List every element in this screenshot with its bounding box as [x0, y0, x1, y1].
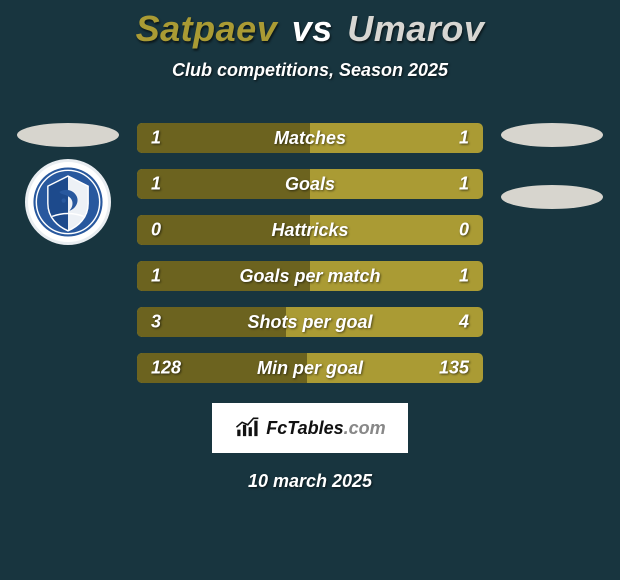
- bar-value-right: 4: [459, 312, 469, 333]
- stat-bar: 1Goals per match1: [137, 261, 483, 291]
- left-column: [17, 123, 119, 245]
- stat-bar: 128Min per goal135: [137, 353, 483, 383]
- bar-label: Shots per goal: [137, 312, 483, 333]
- main-row: 1Matches11Goals10Hattricks01Goals per ma…: [0, 123, 620, 383]
- bar-label: Hattricks: [137, 220, 483, 241]
- bar-label: Goals: [137, 174, 483, 195]
- title-vs: vs: [292, 8, 333, 49]
- bar-label: Goals per match: [137, 266, 483, 287]
- left-oval: [17, 123, 119, 147]
- stat-bars: 1Matches11Goals10Hattricks01Goals per ma…: [137, 123, 483, 383]
- brand-text-wrap: FcTables.com: [266, 418, 385, 439]
- bar-label: Matches: [137, 128, 483, 149]
- subtitle: Club competitions, Season 2025: [0, 60, 620, 81]
- date: 10 march 2025: [0, 471, 620, 492]
- title-player1: Satpaev: [136, 8, 278, 49]
- title-player2: Umarov: [347, 8, 484, 49]
- stat-bar: 1Goals1: [137, 169, 483, 199]
- stat-bar: 0Hattricks0: [137, 215, 483, 245]
- bar-value-right: 135: [439, 358, 469, 379]
- brand-box: FcTables.com: [212, 403, 408, 453]
- right-oval-1: [501, 123, 603, 147]
- right-oval-2: [501, 185, 603, 209]
- crest-icon: [32, 166, 104, 238]
- bar-value-right: 1: [459, 266, 469, 287]
- infographic: Satpaev vs Umarov Club competitions, Sea…: [0, 0, 620, 492]
- right-column: [501, 123, 603, 209]
- title: Satpaev vs Umarov: [0, 8, 620, 50]
- brand-name: FcTables: [266, 418, 343, 439]
- brand-ext: .com: [344, 418, 386, 439]
- stat-bar: 3Shots per goal4: [137, 307, 483, 337]
- bar-value-right: 1: [459, 174, 469, 195]
- club-crest: [25, 159, 111, 245]
- bar-value-right: 0: [459, 220, 469, 241]
- chart-icon: [234, 415, 260, 441]
- stat-bar: 1Matches1: [137, 123, 483, 153]
- bar-value-right: 1: [459, 128, 469, 149]
- bar-label: Min per goal: [137, 358, 483, 379]
